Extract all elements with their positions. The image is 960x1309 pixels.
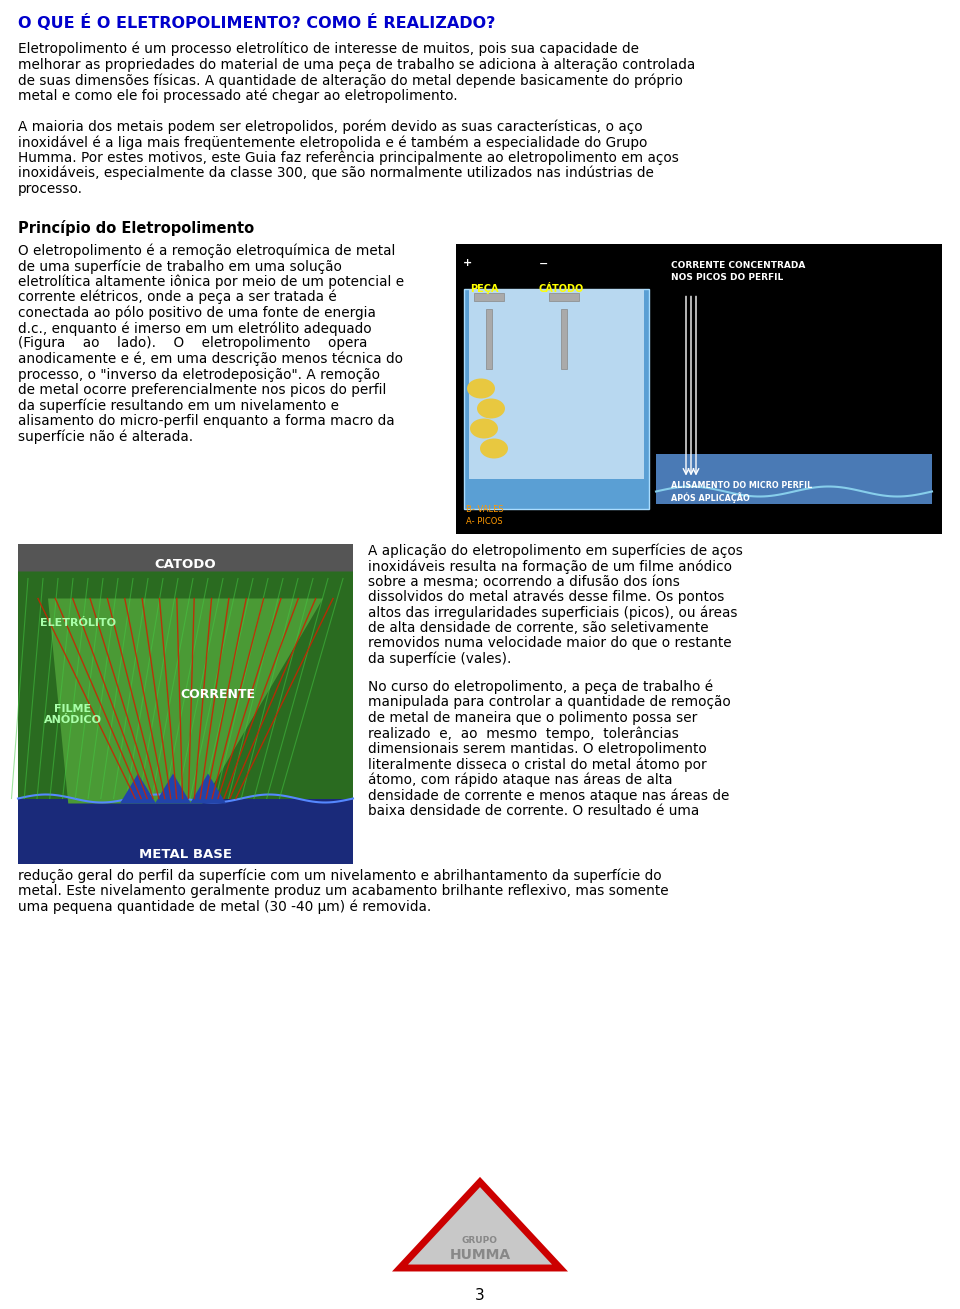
Text: removidos numa velocidade maior do que o restante: removidos numa velocidade maior do que o… — [368, 636, 732, 651]
Bar — [486, 309, 492, 369]
Text: realizado  e,  ao  mesmo  tempo,  tolerâncias: realizado e, ao mesmo tempo, tolerâncias — [368, 726, 679, 741]
Text: A maioria dos metais podem ser eletropolidos, porém devido as suas característic: A maioria dos metais podem ser eletropol… — [18, 119, 642, 134]
Text: conectada ao pólo positivo de uma fonte de energia: conectada ao pólo positivo de uma fonte … — [18, 305, 376, 319]
Text: de metal ocorre preferencialmente nos picos do perfil: de metal ocorre preferencialmente nos pi… — [18, 384, 386, 397]
Text: metal e como ele foi processado até chegar ao eletropolimento.: metal e como ele foi processado até cheg… — [18, 89, 458, 103]
Text: baixa densidade de corrente. O resultado é uma: baixa densidade de corrente. O resultado… — [368, 804, 699, 818]
Text: FILME
ANÓDICO: FILME ANÓDICO — [44, 703, 102, 725]
Text: METAL BASE: METAL BASE — [139, 848, 232, 861]
Text: PEÇA: PEÇA — [469, 284, 498, 293]
Text: dissolvidos do metal através desse filme. Os pontos: dissolvidos do metal através desse filme… — [368, 590, 725, 605]
Text: da superfície resultando em um nivelamento e: da superfície resultando em um nivelamen… — [18, 398, 339, 414]
Text: anodicamente e é, em uma descrição menos técnica do: anodicamente e é, em uma descrição menos… — [18, 352, 403, 367]
Text: CATODO: CATODO — [155, 558, 216, 571]
Text: 3: 3 — [475, 1288, 485, 1302]
Text: uma pequena quantidade de metal (30 -40 μm) é removida.: uma pequena quantidade de metal (30 -40 … — [18, 899, 431, 914]
Polygon shape — [400, 1182, 560, 1268]
Text: A aplicação do eletropolimento em superfícies de aços: A aplicação do eletropolimento em superf… — [368, 543, 743, 558]
Text: CORRENTE CONCENTRADA: CORRENTE CONCENTRADA — [671, 262, 805, 271]
Text: APÓS APLICAÇÃO: APÓS APLICAÇÃO — [671, 492, 750, 504]
Bar — [656, 453, 932, 504]
Bar — [18, 798, 353, 864]
Bar — [18, 543, 353, 572]
Text: de uma superfície de trabalho em uma solução: de uma superfície de trabalho em uma sol… — [18, 259, 342, 274]
Text: +: + — [464, 258, 472, 268]
Text: d.c., enquanto é imerso em um eletrólito adequado: d.c., enquanto é imerso em um eletrólito… — [18, 321, 372, 335]
Text: sobre a mesma; ocorrendo a difusão dos íons: sobre a mesma; ocorrendo a difusão dos í… — [368, 575, 680, 589]
Ellipse shape — [477, 398, 505, 419]
Text: corrente elétricos, onde a peça a ser tratada é: corrente elétricos, onde a peça a ser tr… — [18, 291, 337, 305]
Text: melhorar as propriedades do material de uma peça de trabalho se adiciona à alter: melhorar as propriedades do material de … — [18, 58, 695, 72]
Bar — [456, 243, 942, 534]
Text: alisamento do micro-perfil enquanto a forma macro da: alisamento do micro-perfil enquanto a fo… — [18, 414, 395, 428]
Polygon shape — [18, 572, 353, 834]
Text: inoxidáveis, especialmente da classe 300, que são normalmente utilizados nas ind: inoxidáveis, especialmente da classe 300… — [18, 166, 654, 181]
Text: No curso do eletropolimento, a peça de trabalho é: No curso do eletropolimento, a peça de t… — [368, 679, 713, 694]
Text: CORRENTE: CORRENTE — [180, 689, 255, 702]
Text: da superfície (vales).: da superfície (vales). — [368, 652, 512, 666]
Text: Eletropolimento é um processo eletrolítico de interesse de muitos, pois sua capa: Eletropolimento é um processo eletrolíti… — [18, 42, 639, 56]
Bar — [474, 292, 504, 301]
Text: −: − — [540, 258, 549, 268]
Bar — [561, 309, 567, 369]
Text: NOS PICOS DO PERFIL: NOS PICOS DO PERFIL — [671, 272, 783, 281]
Bar — [18, 543, 353, 864]
Text: inoxidável é a liga mais freqüentemente eletropolida e é também a especialidade : inoxidável é a liga mais freqüentemente … — [18, 135, 647, 149]
Text: átomo, com rápido ataque nas áreas de alta: átomo, com rápido ataque nas áreas de al… — [368, 772, 673, 788]
Text: Princípio do Eletropolimento: Princípio do Eletropolimento — [18, 220, 254, 236]
Text: processo, o "inverso da eletrodeposição". A remoção: processo, o "inverso da eletrodeposição"… — [18, 368, 380, 381]
Text: O eletropolimento é a remoção eletroquímica de metal: O eletropolimento é a remoção eletroquím… — [18, 243, 396, 258]
Text: de suas dimensões físicas. A quantidade de alteração do metal depende basicament: de suas dimensões físicas. A quantidade … — [18, 73, 683, 88]
Text: HUMMA: HUMMA — [449, 1247, 511, 1262]
Bar — [464, 288, 649, 508]
Text: ALISAMENTO DO MICRO PERFIL: ALISAMENTO DO MICRO PERFIL — [671, 482, 812, 491]
Text: GRUPO: GRUPO — [462, 1236, 498, 1245]
Polygon shape — [155, 774, 191, 804]
Bar — [549, 292, 579, 301]
Polygon shape — [190, 774, 226, 804]
Polygon shape — [48, 598, 323, 804]
Text: de alta densidade de corrente, são seletivamente: de alta densidade de corrente, são selet… — [368, 620, 708, 635]
Text: metal. Este nivelamento geralmente produz um acabamento brilhante reflexivo, mas: metal. Este nivelamento geralmente produ… — [18, 884, 668, 898]
Text: dimensionais serem mantidas. O eletropolimento: dimensionais serem mantidas. O eletropol… — [368, 742, 707, 755]
Polygon shape — [120, 774, 156, 804]
Text: densidade de corrente e menos ataque nas áreas de: densidade de corrente e menos ataque nas… — [368, 788, 730, 802]
Text: redução geral do perfil da superfície com um nivelamento e abrilhantamento da su: redução geral do perfil da superfície co… — [18, 868, 661, 884]
Text: inoxidáveis resulta na formação de um filme anódico: inoxidáveis resulta na formação de um fi… — [368, 559, 732, 573]
Text: A- PICOS: A- PICOS — [466, 517, 503, 525]
Text: ELETRÓLITO: ELETRÓLITO — [40, 618, 116, 628]
Text: manipulada para controlar a quantidade de remoção: manipulada para controlar a quantidade d… — [368, 695, 731, 709]
Text: Humma. Por estes motivos, este Guia faz referência principalmente ao eletropolim: Humma. Por estes motivos, este Guia faz … — [18, 151, 679, 165]
Text: superfície não é alterada.: superfície não é alterada. — [18, 429, 193, 444]
Text: (Figura    ao    lado).    O    eletropolimento    opera: (Figura ao lado). O eletropolimento oper… — [18, 336, 368, 351]
Text: O QUE É O ELETROPOLIMENTO? COMO É REALIZADO?: O QUE É O ELETROPOLIMENTO? COMO É REALIZ… — [18, 14, 495, 31]
Text: processo.: processo. — [18, 182, 83, 195]
Bar — [469, 288, 644, 479]
Text: eletrolítica altamente iônica por meio de um potencial e: eletrolítica altamente iônica por meio d… — [18, 275, 404, 289]
Text: CÁTODO: CÁTODO — [539, 284, 584, 293]
Text: literalmente disseca o cristal do metal átomo por: literalmente disseca o cristal do metal … — [368, 758, 707, 772]
Ellipse shape — [467, 378, 495, 398]
Text: B- VALES: B- VALES — [466, 505, 504, 514]
Ellipse shape — [470, 419, 498, 439]
Text: altos das irregularidades superficiais (picos), ou áreas: altos das irregularidades superficiais (… — [368, 606, 737, 620]
Ellipse shape — [480, 439, 508, 458]
Text: de metal de maneira que o polimento possa ser: de metal de maneira que o polimento poss… — [368, 711, 697, 725]
